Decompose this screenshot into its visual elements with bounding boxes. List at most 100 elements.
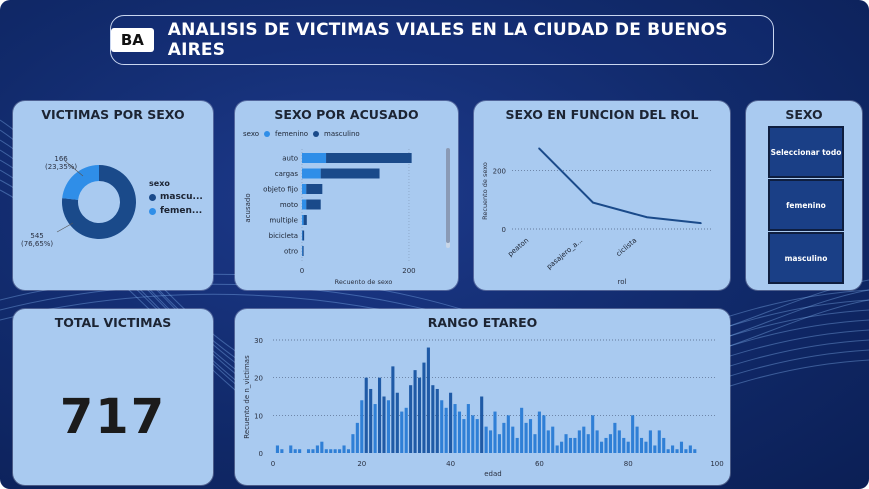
bar-edad-4[interactable] [289, 445, 293, 453]
bar-edad-11[interactable] [320, 441, 324, 453]
bar-edad-6[interactable] [298, 449, 302, 453]
bar-edad-19[interactable] [355, 422, 359, 453]
bar-edad-70[interactable] [582, 426, 586, 453]
bar-edad-41[interactable] [453, 404, 457, 453]
bar-femenino-objeto fijo[interactable] [302, 184, 307, 194]
bar-edad-1[interactable] [275, 445, 279, 453]
bar-edad-83[interactable] [639, 437, 644, 453]
legend-masculino[interactable]: masculino [324, 130, 360, 138]
slicer-femenino-button[interactable]: femenino [768, 179, 844, 231]
bar-edad-30[interactable] [404, 407, 408, 453]
bar-edad-61[interactable] [542, 415, 546, 453]
bar-edad-23[interactable] [373, 404, 377, 453]
bar-edad-49[interactable] [489, 430, 493, 453]
bar-femenino-cargas[interactable] [302, 168, 321, 179]
bar-edad-88[interactable] [662, 437, 666, 453]
bar-edad-34[interactable] [422, 362, 426, 453]
bar-edad-13[interactable] [329, 449, 333, 453]
bar-edad-47[interactable] [480, 396, 484, 454]
bar-femenino-multiple[interactable] [302, 215, 304, 225]
bar-edad-80[interactable] [626, 441, 630, 453]
bar-edad-87[interactable] [657, 430, 661, 453]
bar-edad-12[interactable] [324, 449, 328, 453]
bar-edad-67[interactable] [568, 437, 573, 453]
bar-edad-86[interactable] [653, 445, 657, 453]
bar-edad-84[interactable] [644, 441, 648, 453]
legend-item-femenino[interactable]: femen... [149, 206, 203, 216]
bar-edad-72[interactable] [591, 415, 595, 453]
bar-edad-28[interactable] [395, 392, 399, 453]
bar-edad-62[interactable] [546, 430, 550, 453]
bar-edad-65[interactable] [560, 441, 564, 453]
bar-edad-33[interactable] [417, 377, 422, 453]
bar-edad-59[interactable] [533, 434, 537, 453]
bar-edad-82[interactable] [635, 426, 639, 453]
bar-edad-63[interactable] [551, 426, 555, 453]
bar-femenino-moto[interactable] [302, 199, 307, 210]
bar-edad-78[interactable] [617, 430, 621, 453]
donut-slice-femenino[interactable] [62, 165, 99, 200]
bar-edad-15[interactable] [338, 449, 342, 453]
bar-masculino-auto[interactable] [326, 153, 412, 163]
bar-edad-20[interactable] [360, 400, 364, 453]
bar-edad-39[interactable] [444, 407, 448, 453]
bar-edad-21[interactable] [364, 377, 368, 453]
bar-edad-94[interactable] [688, 445, 692, 453]
bar-edad-42[interactable] [457, 411, 462, 453]
bar-edad-74[interactable] [600, 441, 604, 453]
bar-edad-31[interactable] [409, 385, 413, 453]
rango-etareo-bar-chart[interactable]: 0 10 20 30 0 20 40 60 80 100 edad Recuento de n_vic… [235, 309, 730, 485]
bar-edad-37[interactable] [435, 388, 439, 453]
bar-edad-55[interactable] [515, 437, 519, 453]
bar-edad-66[interactable] [564, 434, 568, 453]
bar-edad-85[interactable] [648, 430, 652, 453]
bar-edad-10[interactable] [315, 445, 319, 453]
acusado-bar-chart[interactable]: 0 200 auto cargas objeto fijo moto multiple bic… [235, 101, 458, 290]
bar-masculino-otro[interactable] [302, 246, 304, 256]
bar-femenino-otro[interactable] [302, 246, 303, 256]
bar-edad-32[interactable] [413, 370, 417, 453]
bar-edad-52[interactable] [502, 422, 506, 453]
bar-edad-5[interactable] [293, 449, 297, 453]
bar-edad-48[interactable] [484, 426, 488, 453]
bar-femenino-bicicleta[interactable] [302, 230, 303, 241]
slicer-masculino-button[interactable]: masculino [768, 232, 844, 284]
bar-edad-91[interactable] [675, 449, 679, 453]
bar-edad-77[interactable] [613, 422, 617, 453]
donut-slice-masculino[interactable] [62, 165, 136, 239]
bar-edad-71[interactable] [586, 434, 590, 453]
bar-edad-36[interactable] [431, 385, 435, 453]
bar-edad-53[interactable] [506, 415, 510, 453]
bar-masculino-moto[interactable] [306, 199, 321, 210]
bar-edad-2[interactable] [280, 449, 284, 453]
bar-edad-57[interactable] [524, 422, 528, 453]
bar-edad-68[interactable] [573, 437, 577, 453]
bar-edad-35[interactable] [426, 347, 430, 453]
bar-edad-27[interactable] [391, 366, 395, 453]
bar-femenino-auto[interactable] [302, 153, 327, 163]
bar-edad-40[interactable] [449, 392, 453, 453]
bar-edad-60[interactable] [537, 411, 541, 453]
bar-edad-89[interactable] [666, 449, 670, 453]
bar-edad-92[interactable] [679, 441, 684, 453]
bar-edad-79[interactable] [622, 437, 626, 453]
bar-edad-54[interactable] [511, 426, 515, 453]
bar-masculino-objeto fijo[interactable] [306, 184, 323, 194]
bar-masculino-multiple[interactable] [303, 215, 307, 225]
slicer-select-all-button[interactable]: Seleccionar todo [768, 126, 844, 178]
bar-edad-75[interactable] [604, 437, 608, 453]
rol-line-chart[interactable]: 0 200 peaton pasajero_a... ciclista rol Recuen… [474, 101, 730, 290]
bar-edad-76[interactable] [608, 434, 612, 453]
chart-scrollbar[interactable] [446, 148, 450, 248]
bar-masculino-bicicleta[interactable] [302, 230, 305, 241]
legend-femenino[interactable]: femenino [275, 130, 309, 138]
donut-chart[interactable] [13, 101, 213, 290]
bar-edad-44[interactable] [466, 404, 470, 453]
bar-edad-14[interactable] [333, 449, 337, 453]
legend-item-masculino[interactable]: mascu... [149, 192, 203, 202]
bar-edad-8[interactable] [306, 449, 311, 453]
bar-edad-64[interactable] [555, 445, 559, 453]
bar-edad-56[interactable] [520, 407, 524, 453]
bar-edad-18[interactable] [351, 434, 355, 453]
bar-edad-38[interactable] [440, 400, 444, 453]
